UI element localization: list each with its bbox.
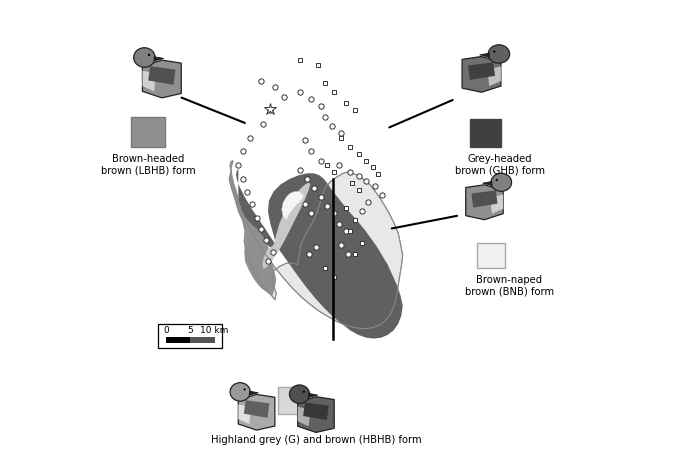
Circle shape (496, 179, 498, 181)
Polygon shape (466, 185, 503, 220)
Polygon shape (262, 182, 310, 269)
Polygon shape (462, 56, 501, 92)
Ellipse shape (489, 45, 509, 63)
Polygon shape (490, 194, 503, 214)
Circle shape (244, 388, 246, 391)
Polygon shape (297, 407, 310, 426)
Text: Brown-headed
brown (LBHB) form: Brown-headed brown (LBHB) form (101, 154, 196, 176)
Polygon shape (238, 404, 251, 424)
Polygon shape (229, 159, 276, 295)
Polygon shape (229, 169, 402, 328)
Text: Grey-headed
brown (GHB) form: Grey-headed brown (GHB) form (455, 154, 545, 176)
Polygon shape (468, 62, 495, 80)
Polygon shape (282, 191, 304, 220)
Polygon shape (487, 66, 501, 86)
Polygon shape (483, 181, 492, 185)
Circle shape (493, 50, 495, 53)
Circle shape (303, 391, 305, 393)
Text: Brown-naped
brown (BNB) form: Brown-naped brown (BNB) form (464, 275, 554, 296)
Text: 0: 0 (164, 327, 169, 335)
Polygon shape (471, 191, 497, 207)
Ellipse shape (230, 383, 250, 401)
Bar (477, 243, 505, 268)
Polygon shape (480, 53, 489, 57)
Polygon shape (236, 169, 402, 338)
FancyBboxPatch shape (158, 324, 222, 348)
Ellipse shape (134, 48, 155, 67)
Polygon shape (154, 57, 164, 61)
Circle shape (148, 54, 150, 56)
Polygon shape (148, 66, 176, 85)
Ellipse shape (491, 173, 511, 191)
Ellipse shape (289, 385, 310, 403)
Text: 10 km: 10 km (201, 327, 229, 335)
Text: 5: 5 (188, 327, 193, 335)
Polygon shape (309, 393, 318, 398)
Bar (190, 337, 215, 343)
Polygon shape (238, 394, 275, 430)
Polygon shape (297, 397, 334, 432)
Polygon shape (244, 400, 269, 418)
Bar (131, 117, 166, 147)
Polygon shape (249, 391, 258, 395)
Text: Highland grey (G) and brown (HBHB) form: Highland grey (G) and brown (HBHB) form (211, 436, 421, 445)
Polygon shape (143, 60, 181, 98)
Polygon shape (143, 71, 156, 91)
Polygon shape (303, 403, 328, 420)
Bar (278, 387, 297, 414)
Bar (166, 337, 190, 343)
Bar (470, 120, 501, 147)
